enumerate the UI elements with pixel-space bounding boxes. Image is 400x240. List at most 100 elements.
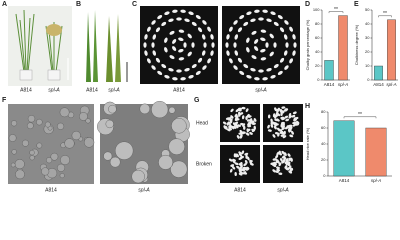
grain — [262, 77, 268, 81]
grain — [239, 70, 245, 76]
granule — [57, 163, 66, 172]
pot — [47, 69, 61, 81]
grain — [243, 163, 247, 167]
grain — [289, 26, 294, 32]
plant — [15, 9, 63, 73]
grain — [226, 50, 230, 56]
grain — [250, 18, 256, 23]
grain — [197, 57, 203, 63]
grain — [161, 21, 167, 27]
y-tick-label: 0 — [323, 173, 326, 178]
grain — [233, 65, 238, 70]
granule — [44, 121, 51, 128]
grain — [289, 134, 294, 138]
grain — [226, 34, 230, 40]
grain — [243, 125, 246, 130]
grain — [288, 115, 292, 119]
grain — [267, 124, 270, 129]
grain — [262, 9, 268, 13]
grain — [284, 20, 289, 25]
grain — [272, 134, 276, 138]
grain — [276, 112, 281, 117]
granule — [170, 160, 188, 178]
grain — [210, 34, 214, 40]
grain — [164, 74, 170, 79]
grain — [243, 63, 249, 69]
grain — [246, 128, 251, 132]
significance: ** — [358, 112, 362, 118]
grain — [246, 74, 252, 79]
grain — [277, 14, 283, 20]
grain — [225, 117, 230, 120]
grain — [242, 171, 247, 175]
granule — [8, 134, 17, 142]
grain — [238, 157, 243, 160]
grain — [245, 132, 250, 136]
grain — [236, 165, 240, 169]
granule — [71, 130, 81, 141]
grain — [234, 118, 239, 121]
grain — [289, 58, 294, 64]
y-tick-label: 0 — [367, 77, 370, 82]
grain — [285, 167, 290, 171]
grain — [279, 130, 284, 134]
grain — [187, 33, 192, 39]
grain — [291, 114, 296, 118]
photo-grains — [263, 145, 303, 183]
page: A A814 spl-A B A814 spl-A C A814 spl-A F… — [2, 0, 398, 194]
granule — [64, 138, 75, 149]
grain — [243, 21, 249, 27]
grain — [178, 29, 185, 33]
grain — [280, 134, 285, 137]
grain — [230, 115, 234, 119]
grain — [277, 107, 281, 112]
grain — [270, 123, 274, 128]
grain — [275, 154, 279, 159]
grain — [287, 162, 290, 167]
granule — [79, 112, 88, 121]
grain — [292, 34, 296, 40]
grain — [260, 29, 267, 33]
grain — [280, 112, 283, 117]
grain — [260, 57, 267, 61]
granule — [105, 119, 114, 129]
grain — [258, 17, 264, 21]
grain — [266, 67, 272, 72]
grain — [249, 131, 253, 135]
grain — [178, 37, 184, 42]
grain — [233, 42, 237, 48]
grain — [251, 55, 257, 60]
granule — [11, 149, 17, 155]
grain — [234, 122, 238, 127]
grain — [235, 153, 238, 158]
grain — [245, 116, 248, 121]
grain — [244, 160, 248, 164]
grain — [251, 30, 257, 35]
grain — [228, 58, 233, 64]
grain — [236, 135, 240, 139]
grain — [232, 166, 236, 170]
grain — [176, 69, 182, 73]
grain — [234, 34, 239, 40]
grain — [237, 124, 242, 127]
grain — [195, 70, 201, 76]
grain — [284, 65, 289, 70]
grain — [195, 14, 201, 20]
grain — [146, 58, 151, 64]
y-tick-label: 50 — [365, 7, 370, 12]
bar — [333, 120, 355, 177]
grain — [281, 127, 285, 131]
grain — [273, 123, 277, 127]
grain — [155, 57, 161, 63]
grain — [169, 30, 175, 35]
grain — [235, 108, 240, 113]
panel-label: A — [2, 1, 7, 8]
panel-label: E — [354, 1, 359, 8]
grain — [288, 127, 292, 131]
x-tick-label: A814 — [339, 178, 350, 183]
grain — [161, 63, 167, 69]
grain — [239, 165, 243, 169]
caption: spl-A — [108, 87, 120, 93]
significance-bracket — [343, 116, 377, 119]
photo-plants — [8, 6, 72, 86]
